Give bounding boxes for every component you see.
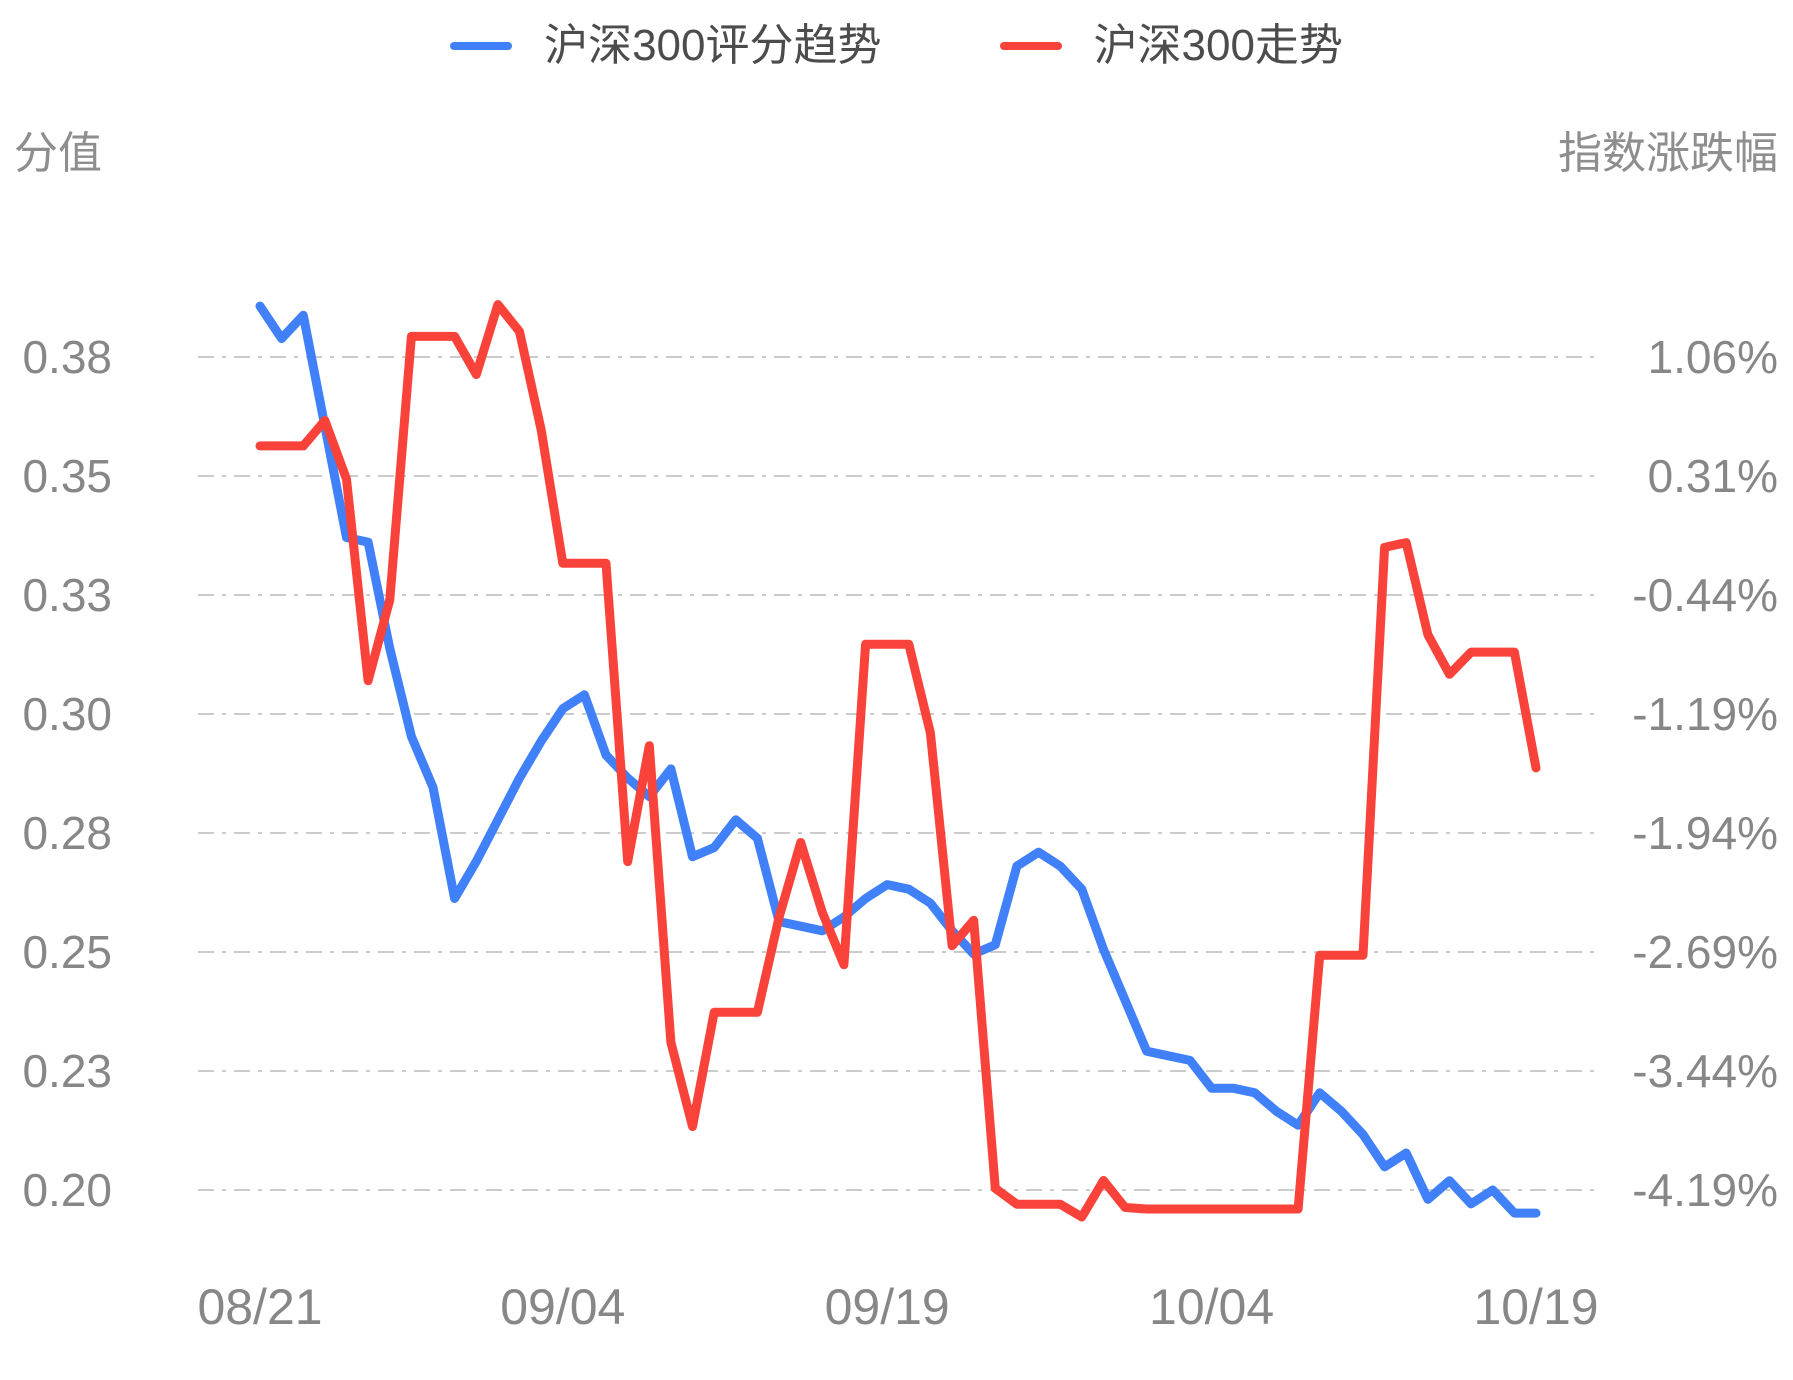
x-axis-tick: 08/21: [197, 1279, 322, 1335]
y-axis-tick-left: 0.30: [22, 688, 112, 740]
x-axis-tick: 10/04: [1149, 1279, 1274, 1335]
y-axis-tick-left: 0.25: [22, 926, 112, 978]
y-axis-tick-right: 1.06%: [1648, 331, 1778, 383]
y-axis-tick-left: 0.38: [22, 331, 112, 383]
y-axis-tick-right: -3.44%: [1632, 1045, 1778, 1097]
index-trend-line[interactable]: [255, 300, 1541, 1222]
score-trend-line[interactable]: [255, 301, 1541, 1218]
y-axis-tick-left: 0.28: [22, 807, 112, 859]
y-axis-tick-right: -2.69%: [1632, 926, 1778, 978]
legend-item-score-trend[interactable]: 沪深300评分趋势: [450, 21, 882, 70]
y-axis-tick-right: -0.44%: [1632, 569, 1778, 621]
y-axis-tick-right: -1.94%: [1632, 807, 1778, 859]
legend-item-index-trend[interactable]: 沪深300走势: [999, 21, 1343, 70]
y-axis-tick-right: -1.19%: [1632, 688, 1778, 740]
x-axis-tick: 10/19: [1473, 1279, 1598, 1335]
y-axis-tick-left: 0.23: [22, 1045, 112, 1097]
score-trend-line-swatch: [450, 42, 513, 50]
x-axis-tick: 09/04: [500, 1279, 625, 1335]
y-axis-tick-right: -4.19%: [1632, 1164, 1778, 1216]
y-axis-tick-left: 0.33: [22, 569, 112, 621]
x-axis-tick: 09/19: [825, 1279, 950, 1335]
legend-label-index-trend: 沪深300走势: [1093, 21, 1343, 70]
y-axis-tick-left: 0.20: [22, 1164, 112, 1216]
left-axis-title: 分值: [14, 129, 102, 178]
y-axis-tick-right: 0.31%: [1648, 450, 1778, 502]
index-trend-line-swatch: [999, 42, 1062, 50]
y-axis-tick-left: 0.35: [22, 450, 112, 502]
legend-label-score-trend: 沪深300评分趋势: [544, 21, 882, 70]
right-axis-title: 指数涨跌幅: [1558, 129, 1778, 178]
legend: 沪深300评分趋势 沪深300走势: [0, 24, 1793, 68]
